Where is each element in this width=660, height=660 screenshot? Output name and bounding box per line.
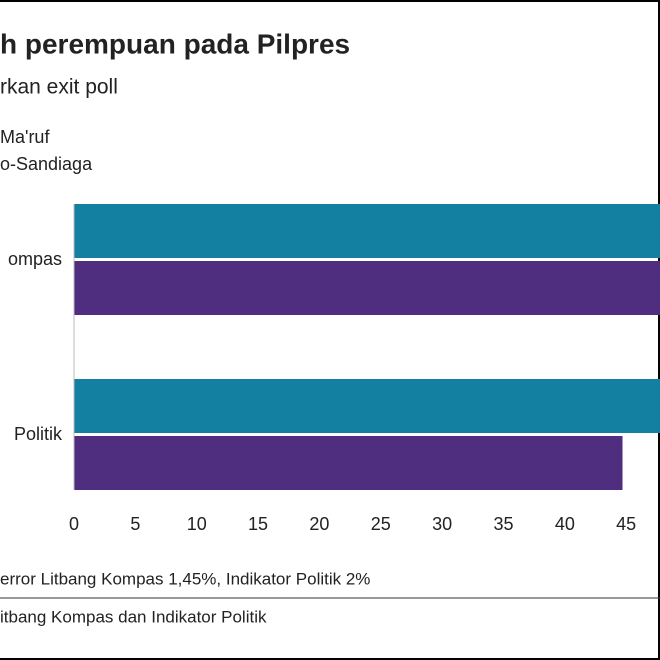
x-tick-label: 15 <box>248 514 268 534</box>
bar <box>74 204 660 258</box>
x-tick-label: 30 <box>432 514 452 534</box>
note: error Litbang Kompas 1,45%, Indikator Po… <box>0 569 370 588</box>
y-tick-label: Politik <box>14 424 63 444</box>
bar <box>74 261 660 315</box>
x-tick-label: 45 <box>616 514 636 534</box>
legend-label: Ma'ruf <box>0 127 50 147</box>
x-tick-label: 40 <box>555 514 575 534</box>
x-tick-label: 5 <box>130 514 140 534</box>
legend-label: o-Sandiaga <box>0 154 93 174</box>
x-tick-label: 20 <box>309 514 329 534</box>
bar <box>74 379 660 433</box>
bar <box>74 436 623 490</box>
source: itbang Kompas dan Indikator Politik <box>0 607 267 626</box>
x-tick-label: 10 <box>187 514 207 534</box>
x-tick-label: 35 <box>493 514 513 534</box>
x-tick-label: 0 <box>69 514 79 534</box>
chart-title: h perempuan pada Pilpres <box>0 28 350 59</box>
x-tick-label: 25 <box>371 514 391 534</box>
chart-subtitle: rkan exit poll <box>0 76 118 99</box>
y-tick-label: ompas <box>8 249 62 269</box>
